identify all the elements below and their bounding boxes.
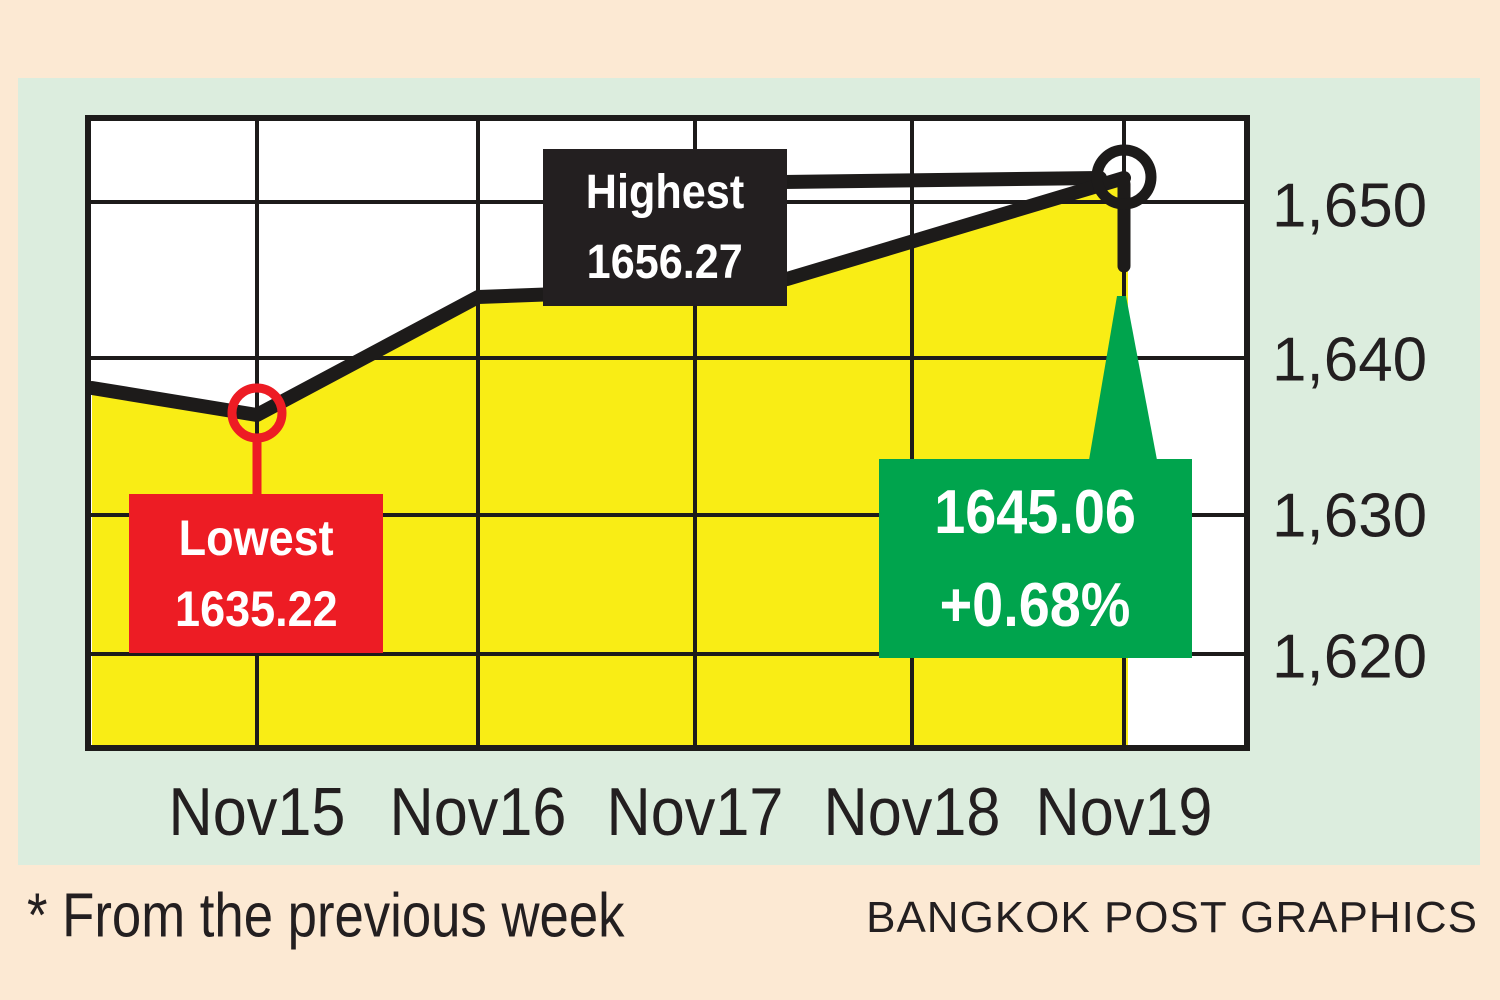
ytick-1630: 1,630 xyxy=(1272,481,1428,551)
change-arrow xyxy=(1089,296,1157,460)
xtick-nov16: Nov16 xyxy=(389,774,567,850)
ytick-1650: 1,650 xyxy=(1272,171,1428,241)
plot-border xyxy=(85,115,1250,751)
xtick-nov19: Nov19 xyxy=(1035,774,1213,850)
highest-value: 1656.27 xyxy=(586,235,744,289)
highest-callout: Highest 1656.27 xyxy=(543,149,787,306)
highest-label: Highest xyxy=(585,165,745,219)
xtick-nov17: Nov17 xyxy=(606,774,784,850)
high-marker-ring xyxy=(1091,144,1157,210)
lowest-callout: Lowest 1635.22 xyxy=(129,494,383,653)
footnote: * From the previous week xyxy=(27,881,625,951)
close-change: +0.68% xyxy=(940,570,1131,640)
low-marker-ring xyxy=(227,383,287,443)
close-callout: 1645.06 +0.68% xyxy=(879,459,1192,658)
xtick-nov18: Nov18 xyxy=(823,774,1001,850)
xtick-nov15: Nov15 xyxy=(168,774,346,850)
highest-pointer-line xyxy=(776,171,1107,189)
lowest-label: Lowest xyxy=(178,509,334,566)
ytick-1620: 1,620 xyxy=(1272,622,1428,692)
ytick-1640: 1,640 xyxy=(1272,325,1428,395)
lowest-value: 1635.22 xyxy=(174,580,338,637)
close-value: 1645.06 xyxy=(934,477,1137,547)
credit: BANGKOK POST GRAPHICS xyxy=(866,893,1478,942)
